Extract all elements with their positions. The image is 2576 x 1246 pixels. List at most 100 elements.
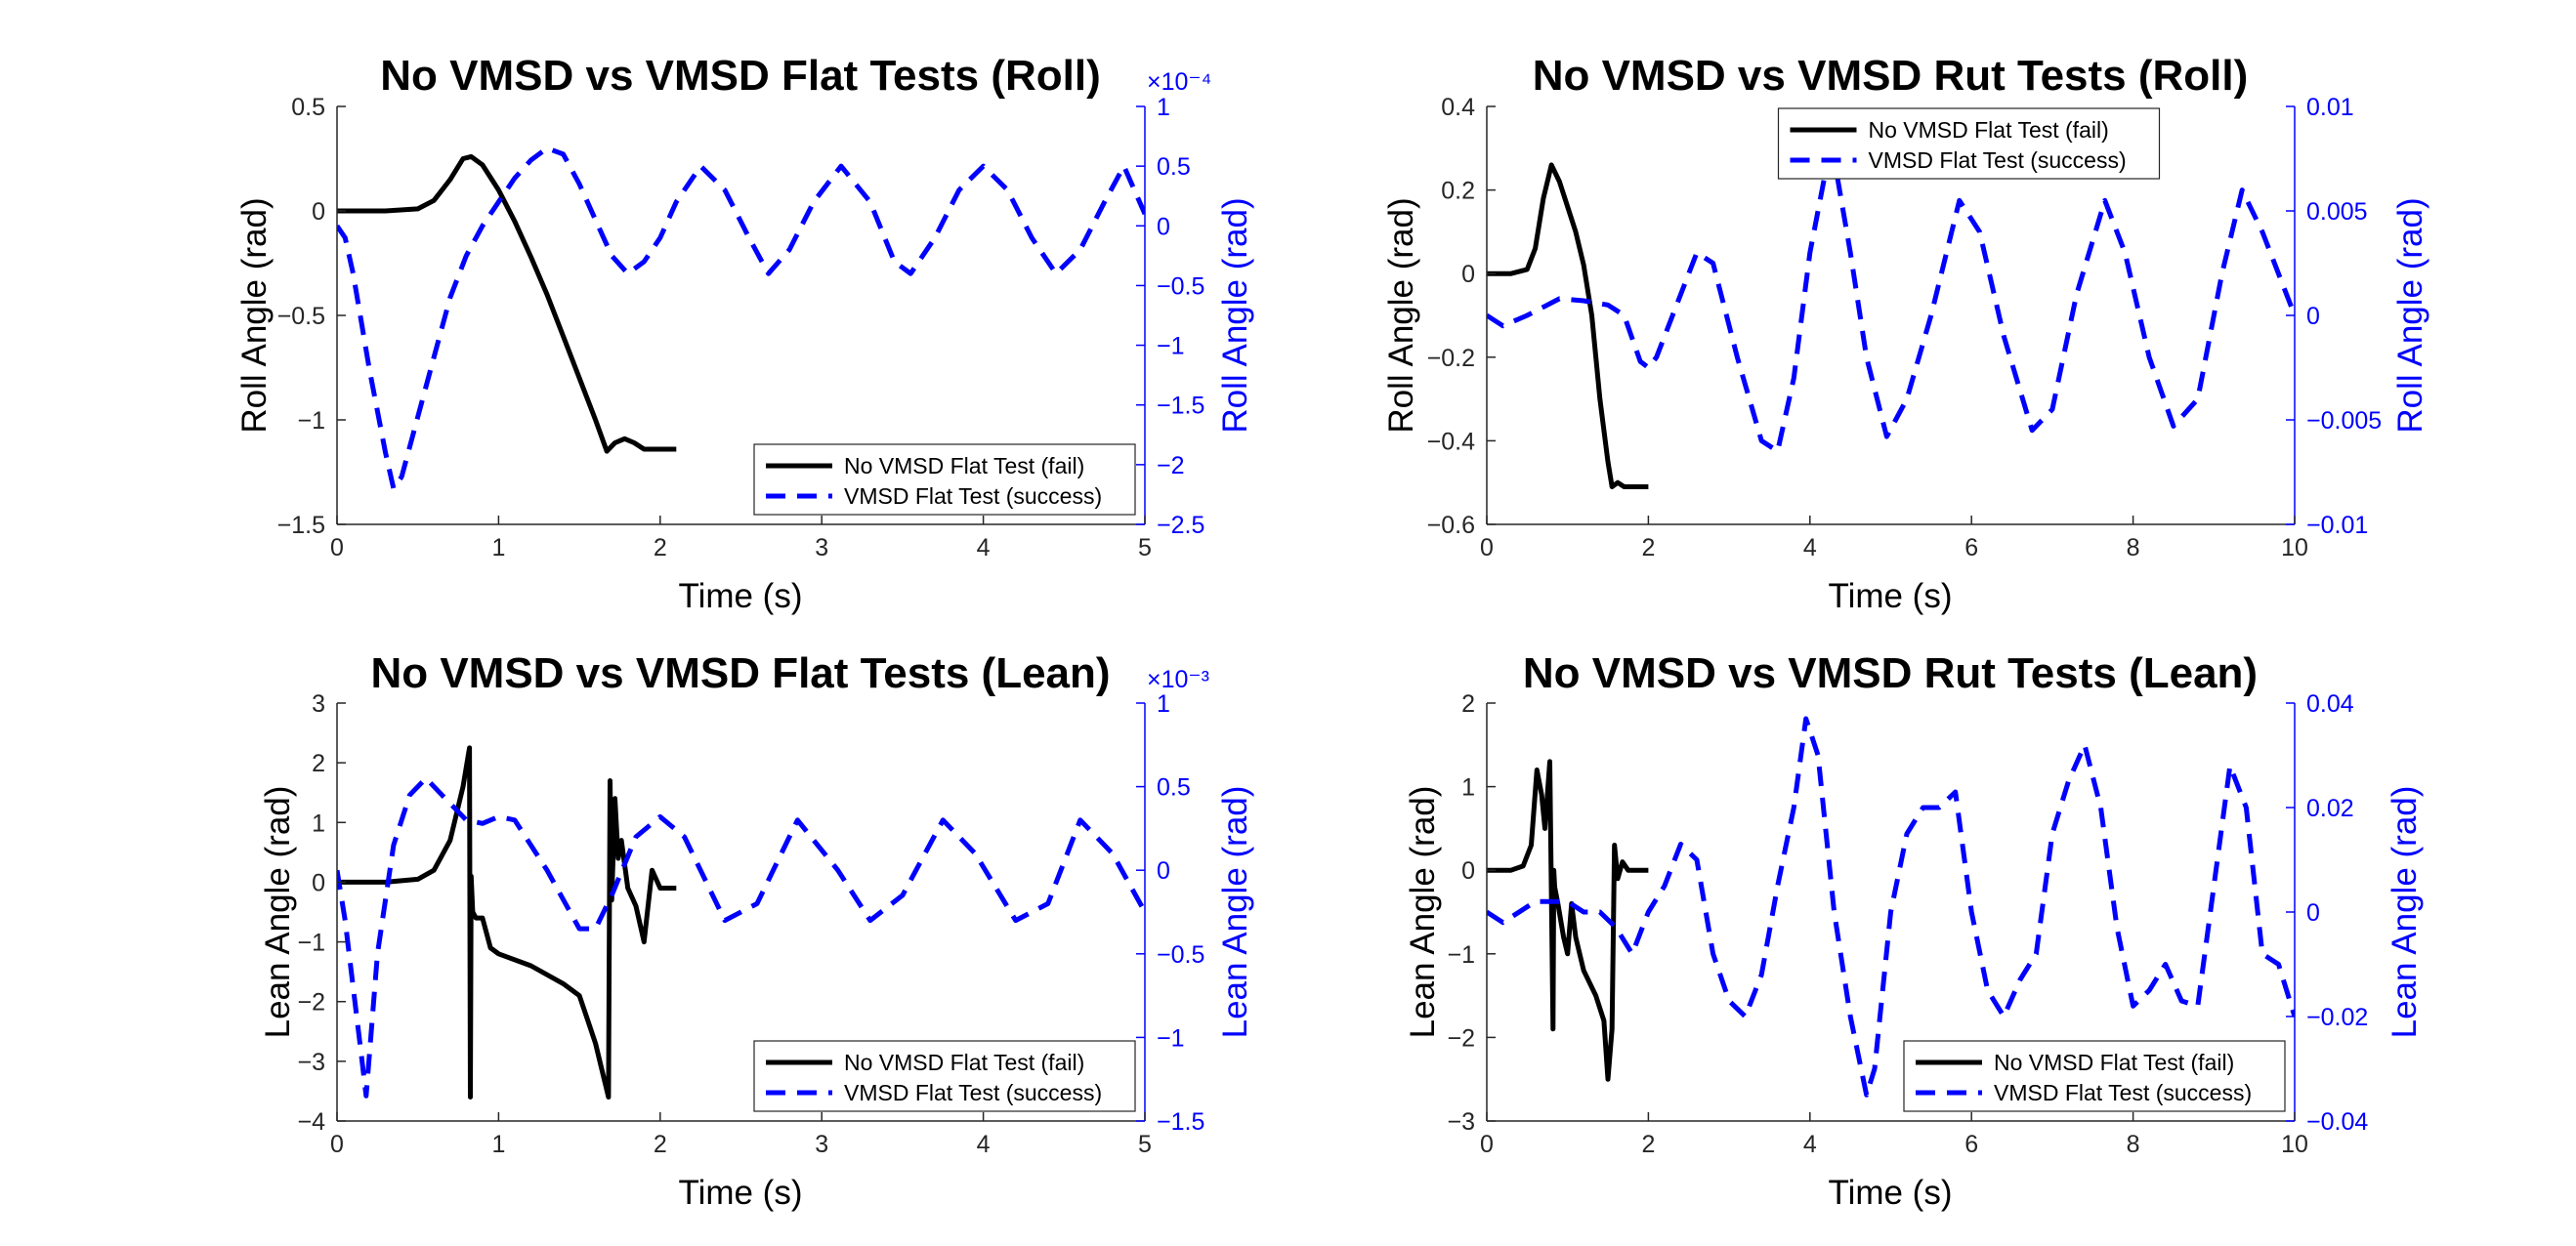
y-left-tick-label: 2 [1461, 690, 1475, 718]
x-tick-label: 2 [654, 1131, 667, 1158]
x-tick-label: 3 [815, 534, 828, 561]
legend-label-success: VMSD Flat Test (success) [844, 1080, 1102, 1105]
panel-flat-lean: No VMSD vs VMSD Flat Tests (Lean) Time (… [259, 649, 1254, 1212]
chart-title: No VMSD vs VMSD Flat Tests (Lean) [370, 649, 1110, 697]
y-left-tick-label: 0.5 [291, 94, 325, 121]
x-tick-label: 8 [2127, 1131, 2140, 1158]
y-left-tick-label: 0 [312, 198, 325, 226]
series-success-line [1487, 156, 2295, 454]
legend-label-fail: No VMSD Flat Test (fail) [1869, 117, 2109, 143]
series-fail-line [1487, 162, 1649, 489]
y-right-tick-label: −2.5 [1157, 512, 1204, 539]
x-tick-label: 10 [2281, 534, 2308, 561]
x-tick-label: 2 [1641, 534, 1655, 561]
y-left-tick-label: 0 [1461, 857, 1475, 885]
x-tick-label: 5 [1138, 534, 1152, 561]
y-left-tick-label: −3 [1447, 1108, 1475, 1136]
chart-title: No VMSD vs VMSD Rut Tests (Lean) [1523, 649, 2258, 697]
chart-title: No VMSD vs VMSD Rut Tests (Roll) [1533, 52, 2249, 100]
x-tick-label: 8 [2127, 534, 2140, 561]
legend-box [753, 443, 1136, 516]
legend-box [753, 1040, 1136, 1112]
legend-label-fail: No VMSD Flat Test (fail) [844, 1050, 1084, 1075]
x-axis-label: Time (s) [1828, 1174, 1952, 1212]
panel-rut-lean: No VMSD vs VMSD Rut Tests (Lean) Time (s… [1404, 649, 2424, 1212]
legend: No VMSD Flat Test (fail) VMSD Flat Test (… [1903, 1040, 2286, 1112]
y-left-tick-label: 0.4 [1441, 94, 1475, 121]
y-right-tick-label: 0.01 [2306, 94, 2354, 121]
x-tick-label: 2 [654, 534, 667, 561]
y-right-tick-label: −1 [1157, 333, 1185, 360]
series-success-line [337, 775, 1145, 1099]
x-tick-label: 0 [330, 534, 344, 561]
x-tick-label: 4 [1803, 1131, 1817, 1158]
y-left-tick-label: −2 [1447, 1024, 1475, 1052]
y-left-tick-label: −1.5 [277, 512, 325, 539]
series-success-line [1487, 716, 2295, 1098]
y-axis-label-left: Lean Angle (rad) [1404, 786, 1442, 1039]
y-right-tick-label: −2 [1157, 452, 1185, 479]
y-right-tick-label: 0.5 [1157, 153, 1191, 181]
y-left-tick-label: −0.2 [1427, 345, 1475, 372]
y-right-tick-label: 0 [1157, 857, 1170, 885]
y-left-tick-label: −1 [297, 930, 325, 957]
series-fail-line [337, 153, 677, 454]
y-right-tick-label: 0 [2306, 899, 2320, 927]
y-right-tick-label: −0.02 [2306, 1004, 2368, 1031]
y-left-tick-label: −0.4 [1427, 428, 1475, 455]
y-left-tick-label: −3 [297, 1049, 325, 1076]
series-fail-line [337, 745, 677, 1100]
y-left-tick-label: 2 [312, 750, 325, 777]
legend-box [1903, 1040, 2286, 1112]
y-left-tick-label: −0.5 [277, 303, 325, 330]
y-axis-label-right: Roll Angle (rad) [1216, 197, 1254, 433]
y-right-tick-label: 0.005 [2306, 198, 2368, 226]
x-tick-label: 0 [330, 1131, 344, 1158]
y-left-tick-label: −4 [297, 1108, 325, 1136]
x-tick-label: 1 [491, 534, 505, 561]
y-left-tick-label: 0 [1461, 261, 1475, 288]
y-left-tick-label: 3 [312, 690, 325, 718]
y-right-tick-label: −1.5 [1157, 393, 1204, 420]
y-right-tick-label: 1 [1157, 94, 1170, 121]
y-left-tick-label: −2 [297, 989, 325, 1017]
y-axis-label-left: Lean Angle (rad) [259, 786, 297, 1039]
y-axis-label-right: Lean Angle (rad) [2386, 786, 2424, 1039]
y-axis-label-left: Roll Angle (rad) [1382, 197, 1420, 433]
legend-label-fail: No VMSD Flat Test (fail) [1994, 1050, 2234, 1075]
y-left-tick-label: 0 [312, 869, 325, 896]
y-right-tick-label: 1 [1157, 690, 1170, 718]
x-tick-label: 4 [1803, 534, 1817, 561]
x-tick-label: 0 [1480, 534, 1494, 561]
legend: No VMSD Flat Test (fail) VMSD Flat Test (… [753, 443, 1136, 516]
legend: No VMSD Flat Test (fail) VMSD Flat Test (… [753, 1040, 1136, 1112]
y-axis-label-left: Roll Angle (rad) [235, 197, 274, 433]
y-right-tick-label: 0.02 [2306, 795, 2354, 822]
y-left-tick-label: 1 [312, 810, 325, 837]
x-tick-label: 4 [977, 1131, 991, 1158]
y-left-tick-label: 1 [1461, 774, 1475, 802]
right-axis-exponent: ×10⁻⁴ [1147, 68, 1211, 96]
y-left-tick-label: −0.6 [1427, 512, 1475, 539]
legend-label-fail: No VMSD Flat Test (fail) [844, 453, 1084, 478]
x-axis-label: Time (s) [678, 577, 802, 615]
y-right-tick-label: −0.5 [1157, 941, 1204, 969]
y-right-tick-label: 0 [2306, 303, 2320, 330]
x-tick-label: 6 [1964, 534, 1978, 561]
y-right-tick-label: −1.5 [1157, 1108, 1204, 1136]
series-success-line [337, 145, 1145, 491]
x-tick-label: 6 [1964, 1131, 1978, 1158]
x-tick-label: 3 [815, 1131, 828, 1158]
y-left-tick-label: −1 [297, 407, 325, 435]
chart-title: No VMSD vs VMSD Flat Tests (Roll) [380, 52, 1101, 100]
y-right-tick-label: 0.5 [1157, 774, 1191, 802]
x-axis-label: Time (s) [678, 1174, 802, 1212]
x-tick-label: 1 [491, 1131, 505, 1158]
y-left-tick-label: −1 [1447, 941, 1475, 969]
legend-label-success: VMSD Flat Test (success) [1994, 1080, 2252, 1105]
y-right-tick-label: −0.01 [2306, 512, 2368, 539]
x-axis-label: Time (s) [1828, 577, 1952, 615]
x-tick-label: 4 [977, 534, 991, 561]
y-right-tick-label: −0.005 [2306, 407, 2382, 435]
